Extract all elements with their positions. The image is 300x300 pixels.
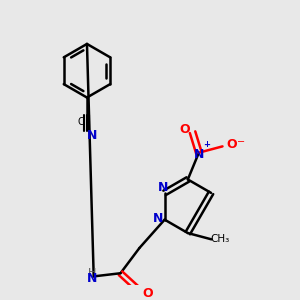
Text: O: O — [142, 287, 153, 300]
Text: CH₃: CH₃ — [211, 234, 230, 244]
Text: O: O — [226, 138, 237, 151]
Text: −: − — [237, 136, 245, 147]
Text: N: N — [86, 129, 97, 142]
Text: H: H — [88, 268, 96, 278]
Text: O: O — [179, 122, 190, 136]
Text: +: + — [203, 140, 210, 149]
Text: N: N — [87, 272, 97, 285]
Text: C: C — [78, 117, 85, 127]
Text: N: N — [194, 148, 204, 161]
Text: N: N — [152, 212, 163, 225]
Text: N: N — [158, 181, 168, 194]
